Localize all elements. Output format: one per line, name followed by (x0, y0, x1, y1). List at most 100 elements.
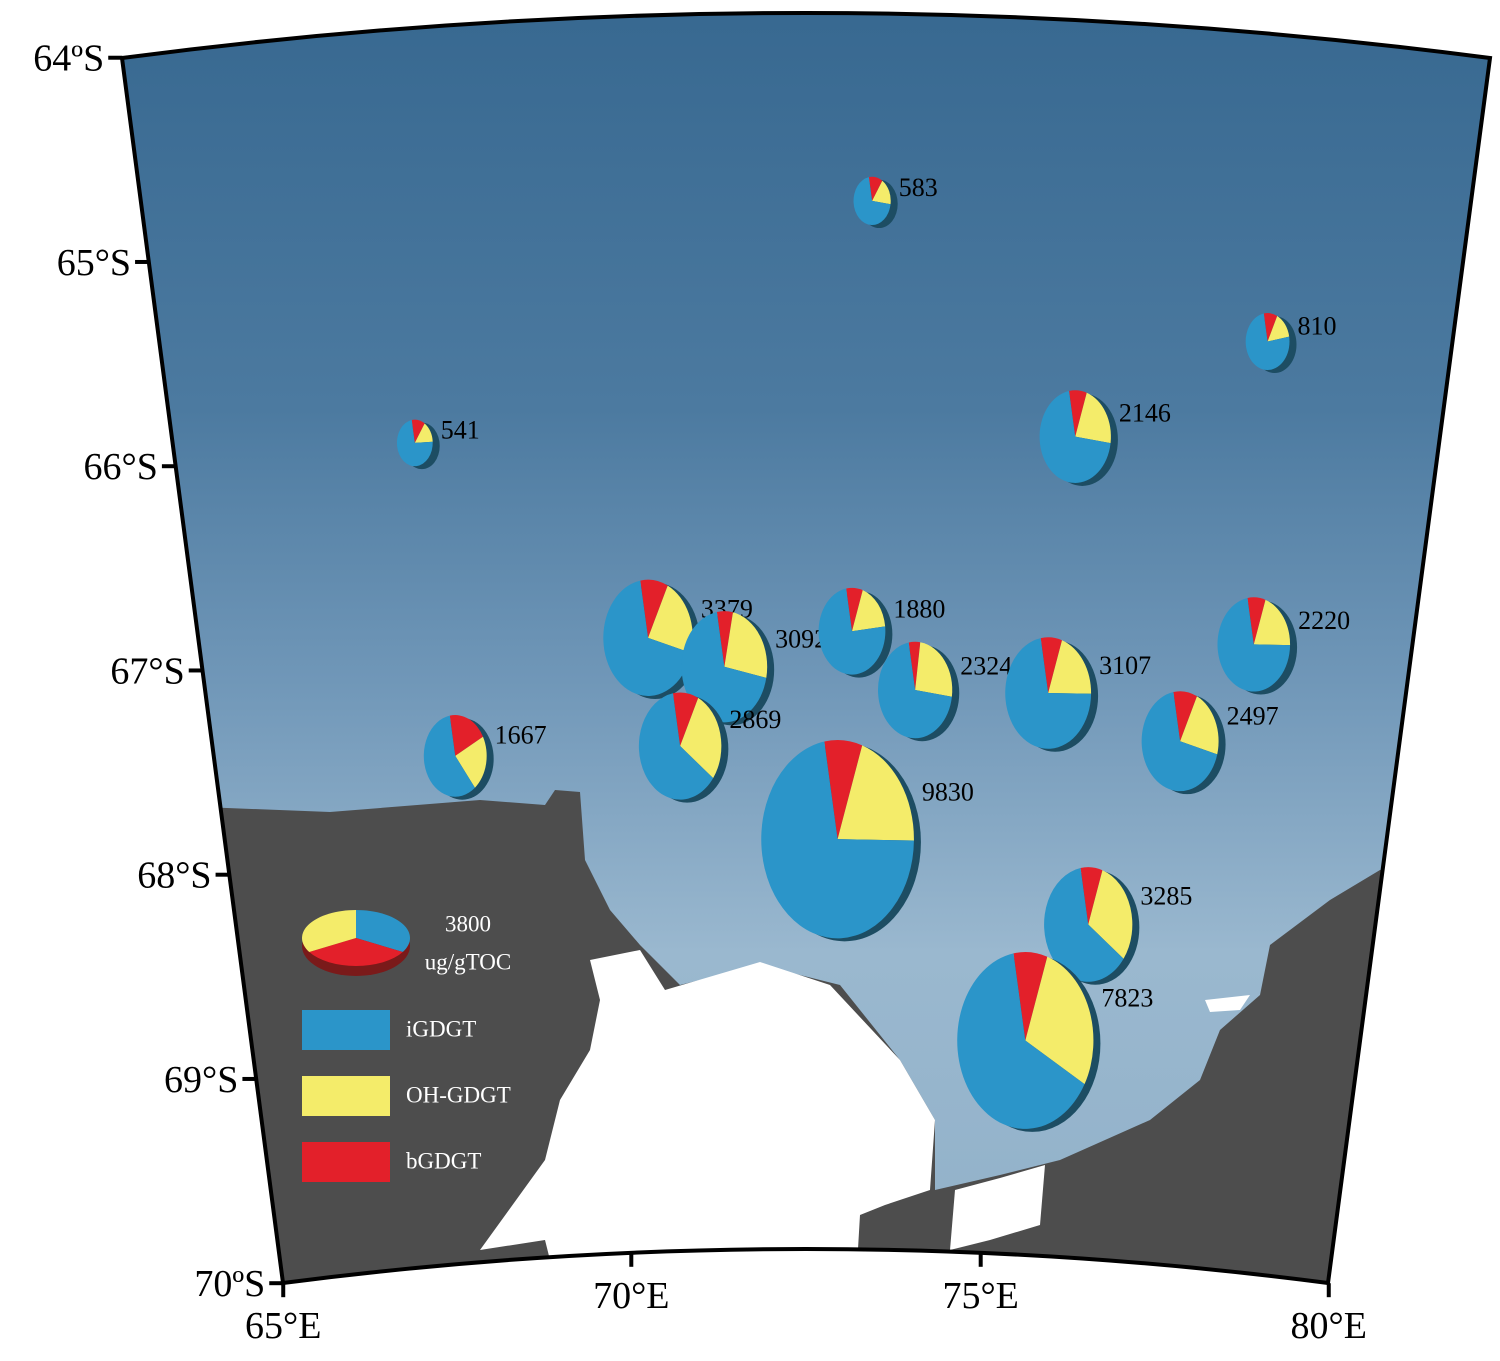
lat-tick-label: 65°S (57, 242, 131, 284)
station-label: 2869 (729, 705, 781, 734)
pie-slice (603, 580, 692, 696)
pie-slice (1180, 696, 1219, 755)
pie-slice (1040, 637, 1062, 694)
station-label: 3092 (775, 625, 827, 654)
lat-tick-label: 70ºS (194, 1263, 265, 1305)
station-pie (638, 692, 729, 803)
station-label: 2220 (1298, 606, 1350, 635)
station-pie (853, 176, 898, 229)
station-pie (1039, 390, 1118, 486)
pie-slice (1088, 870, 1133, 959)
pie-slice (1217, 598, 1291, 692)
station-label: 3107 (1099, 651, 1151, 680)
station-pie (761, 740, 921, 942)
station-label: 2146 (1119, 399, 1171, 428)
legend-swatch (302, 1076, 390, 1116)
station-pie (1217, 597, 1298, 695)
lon-tick-label: 70°E (593, 1275, 669, 1317)
pie-slice (872, 180, 891, 205)
station-label: 1667 (495, 720, 547, 749)
station-label: 810 (1298, 312, 1337, 341)
legend-label: iGDGT (406, 1016, 476, 1041)
pie-slice (1141, 692, 1218, 792)
station-pie (1245, 313, 1297, 374)
station-pie (878, 641, 960, 742)
station-label: 2324 (960, 651, 1012, 680)
lat-tick-label: 68°S (137, 855, 211, 897)
pie-slice (411, 419, 425, 443)
pie-slice (837, 745, 914, 841)
legend-pie-slice (302, 910, 356, 952)
station-label: 583 (899, 173, 938, 202)
map-frame (119, 11, 1493, 1286)
pie-slice (878, 642, 952, 739)
pie-slice (1039, 391, 1111, 483)
pie-slice (680, 697, 722, 779)
station-pie (1005, 637, 1099, 752)
station-pie (681, 611, 775, 726)
pie-slice (1044, 868, 1124, 982)
station-pie (1044, 867, 1140, 985)
legend: 3800 ug/gTOC iGDGT OH-GDGT bGDGT (302, 910, 511, 1182)
pie-slice (868, 176, 883, 201)
ice (1205, 995, 1250, 1012)
pie-slice (648, 585, 693, 654)
pie-slice (449, 715, 483, 756)
pie-slice (908, 641, 921, 690)
legend-pie-slice (356, 910, 410, 952)
pie-slice (818, 588, 886, 675)
station-pie (818, 587, 893, 678)
legend-label: bGDGT (406, 1148, 481, 1173)
lon-tick-label: 75°E (942, 1275, 1018, 1317)
pie-slice (1048, 640, 1092, 694)
pie-slice (396, 420, 433, 467)
station-pie (396, 419, 440, 470)
pie-slice (1245, 313, 1290, 371)
station-label: 3285 (1140, 882, 1192, 911)
pie-slice (1075, 392, 1111, 444)
pie-slice (414, 423, 433, 443)
pie-slice (1005, 638, 1092, 749)
lat-tick-label: 64ºS (33, 38, 104, 80)
lat-tick-label: 66°S (84, 446, 158, 488)
pie-slice (853, 177, 891, 226)
station-pie (603, 579, 700, 699)
pie-slice (761, 741, 914, 939)
pie-slice (724, 612, 768, 678)
legend-pie (302, 910, 410, 966)
legend-label: OH-GDGT (406, 1082, 511, 1107)
legend-scale-value: 3800 (445, 911, 491, 936)
legend-scale-unit: ug/gTOC (425, 949, 511, 974)
pie-slice (1069, 390, 1087, 437)
ice (950, 1165, 1045, 1250)
station-label: 2497 (1227, 702, 1279, 731)
station-pie (957, 952, 1101, 1132)
pie-slice (1013, 952, 1048, 1041)
pie-slice (716, 611, 733, 667)
pie-slice (640, 579, 668, 638)
ice-shelf (480, 950, 935, 1283)
legend-swatch (302, 1010, 390, 1050)
pie-slice (1253, 599, 1291, 646)
pie-slice (824, 740, 863, 840)
pie-slice (1267, 315, 1290, 342)
lon-tick-label: 80°E (1291, 1305, 1367, 1347)
station-label: 9830 (922, 778, 974, 807)
lon-tick-label: 65°E (245, 1305, 321, 1347)
legend-swatch (302, 1142, 390, 1182)
pie-slice (957, 953, 1085, 1129)
pie-slice (1080, 867, 1103, 925)
pie-slice (1247, 597, 1266, 645)
pie-slice (915, 642, 953, 697)
station-label: 541 (441, 415, 480, 444)
pie-slice (455, 736, 487, 788)
pie-slice (638, 693, 714, 800)
pie-slice (1025, 956, 1094, 1085)
pie-slice (423, 715, 475, 797)
lat-tick-label: 69°S (164, 1059, 238, 1101)
station-pie (1141, 691, 1226, 795)
pie-slice (681, 611, 767, 723)
lat-tick-label: 67°S (110, 650, 184, 692)
